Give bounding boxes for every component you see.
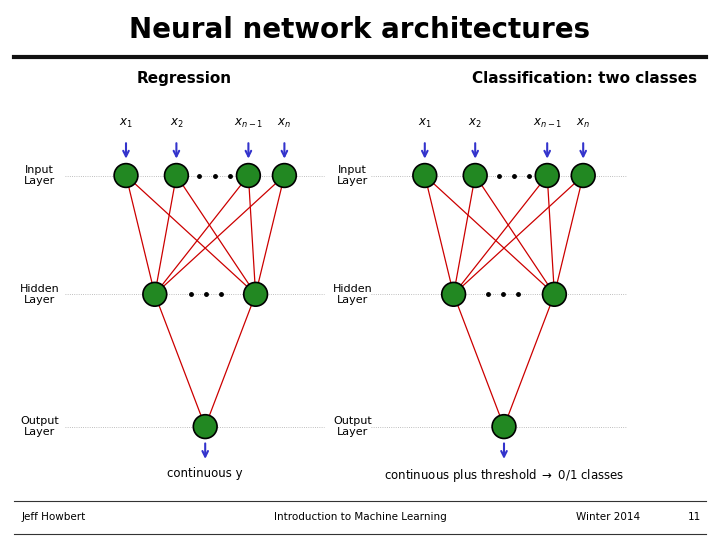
Ellipse shape [236,164,261,187]
Text: continuous plus threshold $\rightarrow$ 0/1 classes: continuous plus threshold $\rightarrow$ … [384,467,624,484]
Text: Winter 2014: Winter 2014 [576,512,640,522]
Ellipse shape [114,164,138,187]
Text: continuous y: continuous y [167,467,243,480]
Text: Classification: two classes: Classification: two classes [472,71,697,86]
Ellipse shape [243,282,268,306]
Ellipse shape [442,282,466,306]
Text: $x_{n-1}$: $x_{n-1}$ [234,117,263,130]
Text: $x_{2}$: $x_{2}$ [169,117,184,130]
Text: Input
Layer: Input Layer [337,165,369,186]
Text: $x_{1}$: $x_{1}$ [418,117,432,130]
Text: Jeff Howbert: Jeff Howbert [22,512,86,522]
Text: Regression: Regression [137,71,232,86]
Text: Output
Layer: Output Layer [333,416,372,437]
Ellipse shape [492,415,516,438]
Ellipse shape [572,164,595,187]
Text: 11: 11 [688,512,701,522]
Text: $x_{n}$: $x_{n}$ [576,117,590,130]
Text: $x_{n}$: $x_{n}$ [277,117,292,130]
Ellipse shape [165,164,189,187]
Text: Introduction to Machine Learning: Introduction to Machine Learning [274,512,446,522]
Ellipse shape [543,282,566,306]
Text: Hidden
Layer: Hidden Layer [19,284,60,305]
Ellipse shape [413,164,436,187]
Text: $x_{2}$: $x_{2}$ [468,117,482,130]
Ellipse shape [273,164,297,187]
Text: $x_{n-1}$: $x_{n-1}$ [533,117,562,130]
Text: $x_{1}$: $x_{1}$ [119,117,133,130]
Ellipse shape [193,415,217,438]
Text: Output
Layer: Output Layer [20,416,59,437]
Text: Hidden
Layer: Hidden Layer [333,284,373,305]
Ellipse shape [143,282,167,306]
Text: Neural network architectures: Neural network architectures [130,16,590,44]
Ellipse shape [536,164,559,187]
Text: Input
Layer: Input Layer [24,165,55,186]
Ellipse shape [464,164,487,187]
